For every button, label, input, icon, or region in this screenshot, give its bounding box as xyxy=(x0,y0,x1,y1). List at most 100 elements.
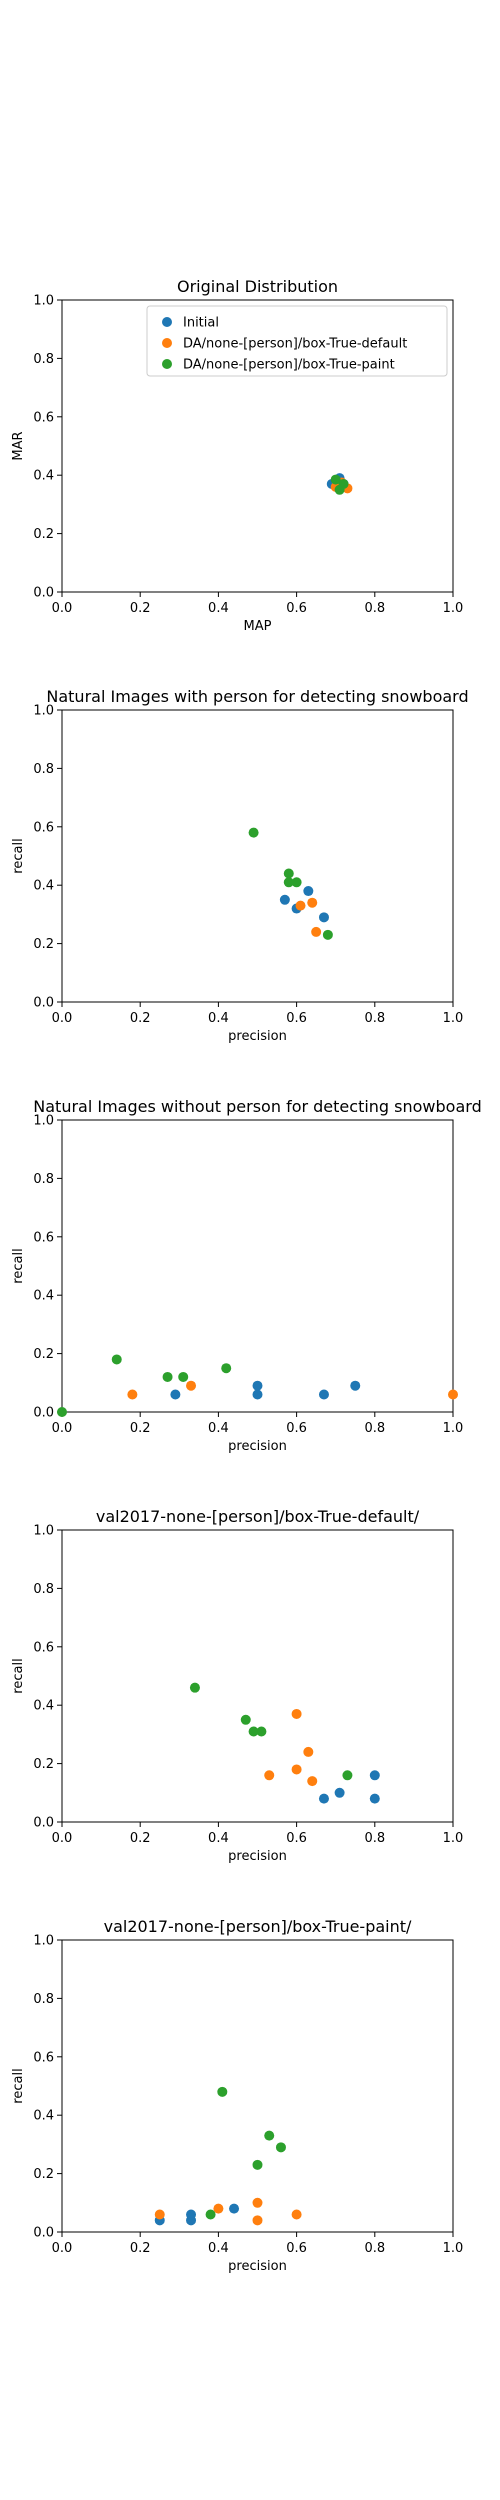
x-tick-label: 0.6 xyxy=(286,601,307,616)
x-axis-label: precision xyxy=(228,2259,287,2274)
legend-box xyxy=(146,305,448,377)
y-tick-label: 0.2 xyxy=(33,2167,54,2182)
y-tick-label: 0.0 xyxy=(33,996,54,1011)
axes-frame xyxy=(61,1939,454,2233)
x-tick-label: 0.0 xyxy=(52,1011,73,1026)
y-tick-label: 0.4 xyxy=(33,2109,54,2124)
data-point xyxy=(334,1787,345,1798)
x-axis-label: precision xyxy=(228,1849,287,1864)
x-tick-label: 0.4 xyxy=(208,1421,229,1436)
y-tick-label: 1.0 xyxy=(33,704,54,719)
data-point xyxy=(170,1389,181,1400)
x-tick-label: 0.2 xyxy=(130,601,151,616)
data-point xyxy=(252,2215,263,2226)
x-tick-label: 0.2 xyxy=(130,1421,151,1436)
legend-marker xyxy=(162,359,172,369)
data-point xyxy=(256,1726,267,1737)
x-tick-label: 1.0 xyxy=(443,601,464,616)
x-tick-label: 0.4 xyxy=(208,1011,229,1026)
x-tick-label: 0.0 xyxy=(52,1831,73,1846)
data-point xyxy=(318,1793,329,1804)
data-point xyxy=(342,1770,353,1781)
data-point xyxy=(307,897,318,908)
x-tick-label: 0.4 xyxy=(208,601,229,616)
y-tick-label: 0.4 xyxy=(33,1289,54,1304)
data-point xyxy=(303,886,314,897)
data-point xyxy=(127,1389,138,1400)
data-point xyxy=(252,2159,263,2170)
y-tick-label: 1.0 xyxy=(33,1524,54,1539)
x-tick-label: 0.6 xyxy=(286,2241,307,2256)
chart-title: Natural Images with person for detecting… xyxy=(46,687,468,706)
y-tick-label: 0.0 xyxy=(33,586,54,601)
y-tick-label: 0.2 xyxy=(33,937,54,952)
y-tick-label: 0.0 xyxy=(33,2226,54,2241)
y-tick-label: 0.2 xyxy=(33,527,54,542)
data-point xyxy=(217,2086,228,2097)
x-tick-label: 0.4 xyxy=(208,1831,229,1846)
data-point xyxy=(252,1380,263,1391)
data-point xyxy=(279,894,290,905)
y-tick-label: 0.0 xyxy=(33,1816,54,1831)
y-axis-label: recall xyxy=(11,2068,26,2103)
y-tick-label: 0.0 xyxy=(33,1406,54,1421)
data-point xyxy=(291,2209,302,2220)
y-tick-label: 1.0 xyxy=(33,294,54,309)
axes-frame xyxy=(61,1119,454,1413)
legend-entry: Initial xyxy=(183,316,219,331)
y-tick-label: 0.8 xyxy=(33,352,54,367)
chart-4: val2017-none-[person]/box-True-default/0… xyxy=(11,1507,463,1864)
y-tick-label: 0.6 xyxy=(33,1640,54,1655)
data-point xyxy=(283,868,294,879)
y-tick-label: 0.8 xyxy=(33,1172,54,1187)
data-point xyxy=(189,1682,200,1693)
data-point xyxy=(338,478,349,489)
data-point xyxy=(240,1714,251,1725)
data-point xyxy=(330,474,341,485)
legend-entry: DA/none-[person]/box-True-paint xyxy=(183,358,395,373)
x-tick-label: 0.0 xyxy=(52,1421,73,1436)
x-tick-label: 1.0 xyxy=(443,1421,464,1436)
x-tick-label: 0.2 xyxy=(130,1831,151,1846)
legend-marker xyxy=(162,338,172,348)
legend-marker xyxy=(162,317,172,327)
data-point xyxy=(291,1764,302,1775)
y-tick-label: 1.0 xyxy=(33,1114,54,1129)
chart-5: val2017-none-[person]/box-True-paint/0.0… xyxy=(11,1917,463,2274)
y-tick-label: 0.2 xyxy=(33,1757,54,1772)
data-point xyxy=(186,1380,197,1391)
data-point xyxy=(178,1371,189,1382)
y-tick-label: 0.8 xyxy=(33,1992,54,2007)
y-tick-label: 0.4 xyxy=(33,469,54,484)
data-point xyxy=(295,900,306,911)
y-tick-label: 0.4 xyxy=(33,879,54,894)
x-tick-label: 1.0 xyxy=(443,1011,464,1026)
y-tick-label: 0.6 xyxy=(33,410,54,425)
x-tick-label: 0.4 xyxy=(208,2241,229,2256)
data-point xyxy=(318,912,329,923)
data-point xyxy=(291,1708,302,1719)
y-tick-label: 0.6 xyxy=(33,2050,54,2065)
legend-entry: DA/none-[person]/box-True-default xyxy=(183,337,407,352)
y-tick-label: 0.8 xyxy=(33,762,54,777)
data-point xyxy=(318,1389,329,1400)
x-axis-label: precision xyxy=(228,1439,287,1454)
axes-frame xyxy=(61,709,454,1003)
data-point xyxy=(229,2203,240,2214)
chart-title: val2017-none-[person]/box-True-paint/ xyxy=(104,1917,412,1936)
x-tick-label: 0.8 xyxy=(364,1421,385,1436)
chart-title: Natural Images without person for detect… xyxy=(33,1097,481,1116)
data-point xyxy=(221,1363,232,1374)
x-tick-label: 0.2 xyxy=(130,1011,151,1026)
data-point xyxy=(57,1407,67,1417)
data-point xyxy=(186,2209,197,2220)
y-tick-label: 0.6 xyxy=(33,1230,54,1245)
axes-frame xyxy=(61,299,454,593)
x-axis-label: precision xyxy=(228,1029,287,1044)
data-point xyxy=(283,877,294,888)
data-point xyxy=(252,2197,263,2208)
data-point xyxy=(291,877,302,888)
y-axis-label: recall xyxy=(11,838,26,873)
x-tick-label: 0.6 xyxy=(286,1831,307,1846)
x-tick-label: 0.6 xyxy=(286,1421,307,1436)
